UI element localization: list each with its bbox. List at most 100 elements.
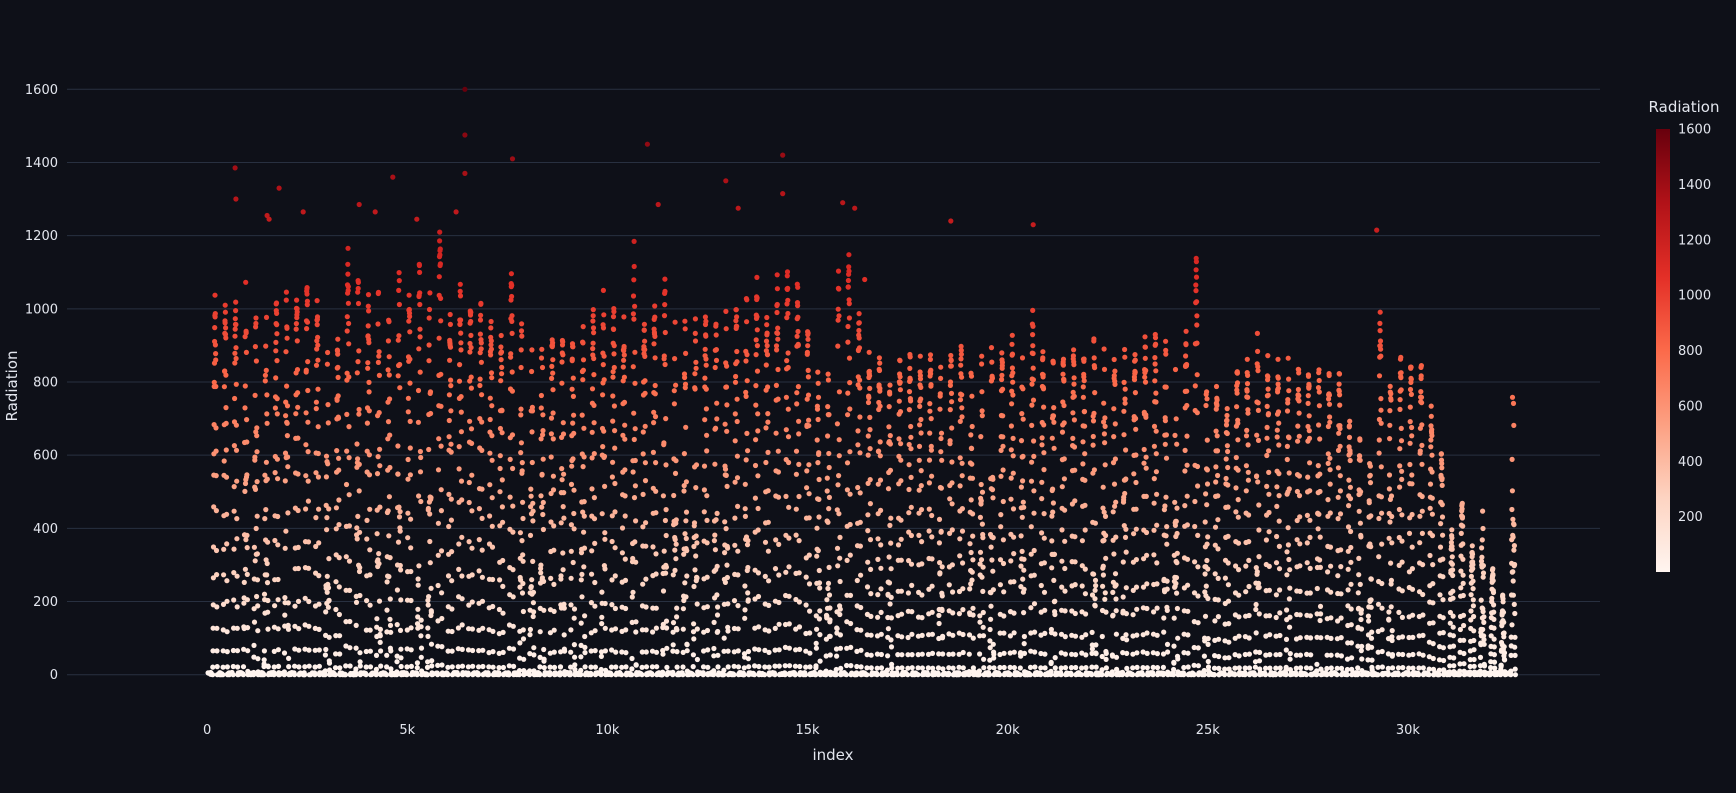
- data-point: [1327, 481, 1333, 487]
- data-point: [601, 428, 607, 434]
- data-point: [629, 672, 635, 678]
- data-point: [1133, 557, 1139, 563]
- data-point: [691, 583, 697, 590]
- data-point: [498, 344, 504, 350]
- data-point: [1029, 402, 1035, 408]
- data-point: [857, 450, 863, 456]
- data-point: [816, 514, 822, 520]
- data-point: [1112, 368, 1118, 374]
- data-point: [252, 454, 258, 460]
- data-point: [981, 656, 987, 662]
- data-point: [610, 369, 616, 375]
- data-point: [325, 461, 331, 467]
- data-point: [560, 504, 566, 510]
- data-point: [755, 593, 762, 600]
- data-point: [874, 651, 881, 657]
- data-point: [468, 344, 474, 351]
- data-point: [1195, 593, 1201, 599]
- data-point: [589, 571, 595, 577]
- data-point: [660, 588, 667, 594]
- data-point: [1089, 664, 1095, 670]
- data-point: [970, 533, 976, 539]
- data-point: [265, 539, 271, 545]
- data-point: [722, 579, 729, 586]
- data-point: [285, 464, 291, 470]
- data-point: [898, 517, 904, 523]
- data-point: [783, 569, 789, 575]
- data-point: [588, 630, 594, 636]
- data-point: [1101, 419, 1107, 425]
- data-point: [918, 416, 924, 423]
- data-point: [990, 535, 996, 541]
- data-point: [731, 649, 737, 655]
- data-point: [275, 626, 281, 632]
- data-point: [731, 672, 737, 678]
- data-point: [1204, 389, 1210, 395]
- data-point: [233, 381, 239, 387]
- data-point: [622, 467, 628, 473]
- data-point: [457, 321, 463, 327]
- data-point: [274, 456, 280, 462]
- data-point: [602, 566, 608, 572]
- data-point: [324, 527, 330, 533]
- data-point: [1297, 652, 1304, 658]
- data-point: [418, 654, 424, 660]
- data-point: [895, 652, 901, 658]
- data-point: [211, 504, 217, 510]
- data-point: [366, 452, 372, 458]
- data-point: [375, 321, 381, 327]
- data-point: [989, 359, 995, 365]
- data-point: [1142, 355, 1148, 361]
- data-point: [1162, 441, 1168, 447]
- data-point: [356, 568, 363, 575]
- data-point: [1061, 378, 1067, 384]
- data-point: [898, 588, 905, 594]
- data-point: [561, 490, 567, 496]
- data-point: [825, 377, 832, 383]
- data-point: [405, 476, 411, 482]
- data-point: [446, 417, 452, 424]
- data-point: [1245, 469, 1251, 475]
- data-point: [621, 343, 627, 350]
- data-point: [295, 565, 301, 572]
- data-point: [949, 459, 955, 465]
- data-point: [763, 425, 769, 431]
- data-point: [978, 498, 984, 504]
- data-point: [958, 351, 965, 357]
- data-point: [337, 665, 343, 671]
- data-point: [978, 481, 984, 488]
- data-point: [1275, 356, 1281, 362]
- data-point: [731, 598, 738, 604]
- data-point: [548, 454, 554, 460]
- data-point: [1337, 511, 1344, 517]
- data-point: [1345, 603, 1351, 609]
- data-point: [407, 329, 413, 335]
- data-point: [1051, 405, 1057, 411]
- data-point: [581, 513, 587, 519]
- data-point: [376, 372, 382, 378]
- data-point: [251, 606, 257, 612]
- data-point: [1093, 583, 1099, 589]
- data-point: [784, 358, 790, 364]
- data-point: [1072, 559, 1078, 565]
- data-point: [803, 630, 809, 637]
- data-point: [803, 602, 809, 608]
- data-point: [1030, 377, 1036, 383]
- data-point: [589, 548, 595, 554]
- data-point: [929, 650, 936, 657]
- data-point: [1172, 499, 1178, 505]
- data-point: [509, 293, 515, 300]
- data-point: [1305, 393, 1311, 399]
- data-point: [795, 342, 801, 348]
- data-point: [210, 544, 217, 550]
- data-point: [478, 312, 484, 318]
- data-point: [397, 361, 403, 368]
- data-point: [610, 459, 616, 465]
- data-point: [354, 441, 360, 447]
- data-point: [1348, 528, 1354, 535]
- data-point: [732, 515, 738, 521]
- data-point: [285, 454, 291, 460]
- data-point: [1347, 418, 1353, 424]
- data-point: [916, 487, 922, 493]
- data-point: [282, 545, 288, 551]
